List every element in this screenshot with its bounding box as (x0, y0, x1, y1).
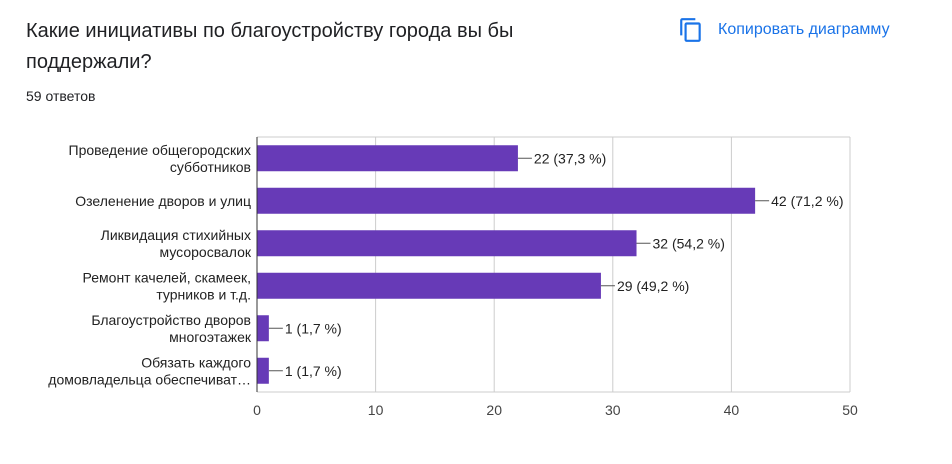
x-tick-label: 20 (486, 402, 502, 418)
bar[interactable] (257, 315, 269, 342)
copy-icon (680, 18, 701, 42)
x-tick-label: 30 (605, 402, 621, 418)
x-tick-label: 10 (368, 402, 384, 418)
copy-chart-button[interactable]: Копировать диаграмму (678, 12, 890, 48)
data-label: 1 (1,7 %) (285, 320, 342, 336)
data-label: 29 (49,2 %) (617, 278, 689, 294)
category-label: многоэтажек (169, 329, 252, 345)
bar[interactable] (257, 272, 601, 299)
category-label: Обязать каждого (141, 354, 251, 370)
bar[interactable] (257, 357, 269, 384)
label-layer: 22 (37,3 %) Проведение общегородскихсуббо… (48, 142, 843, 388)
x-tick-label: 40 (724, 402, 740, 418)
bar[interactable] (257, 145, 518, 172)
category-label: Ликвидация стихийных (101, 227, 251, 243)
copy-chart-label: Копировать диаграмму (718, 21, 890, 38)
data-label: 22 (37,3 %) (534, 150, 606, 166)
grid-layer (257, 136, 851, 393)
bar[interactable] (257, 187, 756, 214)
category-label: домовладельца обеспечиват… (48, 371, 251, 387)
category-label: Ремонт качелей, скамеек, (83, 269, 251, 285)
chart-title: Какие инициативы по благоустройству горо… (26, 20, 514, 73)
x-tick-label: 50 (842, 402, 858, 418)
tick-layer: 0 10 20 30 40 50 (253, 137, 858, 418)
data-label: 1 (1,7 %) (285, 363, 342, 379)
data-label: 42 (71,2 %) (771, 193, 843, 209)
bar-layer (257, 145, 756, 384)
bar[interactable] (257, 230, 637, 257)
data-label: 32 (54,2 %) (653, 235, 725, 251)
category-label: мусоросвалок (160, 244, 252, 260)
category-label: субботников (170, 159, 251, 175)
category-label: Озеленение дворов и улиц (75, 193, 251, 209)
category-label: Благоустройство дворов (91, 312, 251, 328)
category-label: Проведение общегородских (69, 142, 252, 158)
x-tick-label: 0 (253, 402, 261, 418)
response-count: 59 ответов (26, 88, 96, 104)
category-label: турников и т.д. (156, 286, 251, 302)
